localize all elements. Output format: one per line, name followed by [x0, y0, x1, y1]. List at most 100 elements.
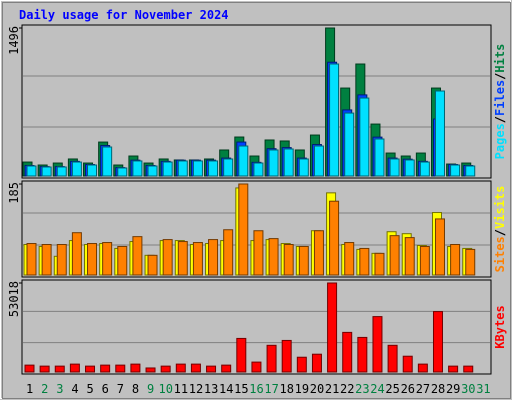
x-tick-label: 24: [370, 382, 384, 396]
bar: [450, 164, 461, 177]
x-tick-label: 13: [204, 382, 218, 396]
bar: [296, 356, 307, 373]
legend-entry: Visits: [493, 186, 507, 229]
bar: [160, 365, 171, 373]
bar: [238, 145, 249, 177]
bar: [432, 311, 443, 373]
x-tick-label: 27: [416, 382, 430, 396]
bar: [283, 244, 294, 276]
x-tick-label: 28: [431, 382, 445, 396]
bar: [100, 364, 111, 373]
bar: [268, 238, 279, 276]
bar: [281, 339, 292, 373]
bar: [238, 183, 249, 276]
bar: [465, 248, 476, 276]
bar: [117, 167, 128, 177]
bar: [190, 363, 201, 373]
y-tick-label: 53018: [7, 281, 21, 317]
x-tick-label: 30: [461, 382, 475, 396]
bar: [177, 241, 188, 276]
bar: [41, 244, 52, 276]
legend: Pages/Files/Hits: [493, 44, 507, 160]
bar: [448, 365, 459, 373]
x-tick-label: 9: [147, 382, 154, 396]
bar: [71, 232, 82, 276]
bar: [359, 247, 370, 276]
bar: [268, 149, 279, 177]
bar: [372, 316, 383, 373]
x-tick-label: 25: [385, 382, 399, 396]
bar: [41, 166, 52, 177]
bar: [26, 165, 37, 177]
x-tick-label: 15: [234, 382, 248, 396]
x-tick-label: 8: [132, 382, 139, 396]
bar: [404, 159, 415, 177]
bar: [221, 364, 232, 373]
x-tick-label: 4: [71, 382, 78, 396]
legend-separator: /: [493, 73, 507, 80]
bar: [102, 146, 113, 177]
bar: [465, 165, 476, 177]
x-tick-label: 10: [158, 382, 172, 396]
x-tick-label: 12: [189, 382, 203, 396]
x-tick-label: 6: [102, 382, 109, 396]
bar: [253, 162, 264, 177]
x-tick-label: 14: [219, 382, 233, 396]
x-tick-label: 29: [446, 382, 460, 396]
legend-entry: Hits: [493, 44, 507, 73]
legend-entry: Pages: [493, 123, 507, 159]
bar: [26, 243, 37, 276]
y-tick-label: 1496: [7, 26, 21, 55]
legend-separator: /: [493, 229, 507, 236]
x-tick-label: 16: [249, 382, 263, 396]
bar: [329, 200, 340, 276]
bar: [329, 63, 340, 177]
bar: [102, 242, 113, 276]
bar: [223, 229, 234, 276]
bar: [342, 331, 353, 373]
bar: [177, 160, 188, 177]
legend-entry: Sites: [493, 236, 507, 272]
bar: [236, 337, 247, 373]
bar: [147, 254, 158, 276]
bar: [298, 158, 309, 177]
bar: [419, 245, 430, 276]
bar: [87, 164, 98, 177]
bar: [208, 160, 219, 177]
bar: [87, 243, 98, 276]
bar: [311, 353, 322, 373]
bar: [223, 158, 234, 177]
bar: [389, 235, 400, 276]
bar: [253, 230, 264, 276]
x-tick-label: 17: [264, 382, 278, 396]
x-tick-label: 3: [56, 382, 63, 396]
bar: [117, 245, 128, 276]
x-tick-label: 31: [476, 382, 490, 396]
bar: [132, 160, 143, 177]
bar: [162, 239, 173, 276]
x-tick-label: 23: [355, 382, 369, 396]
bar: [145, 367, 156, 373]
bar: [389, 158, 400, 177]
bar: [208, 239, 219, 276]
bar: [463, 365, 474, 373]
bar: [130, 363, 141, 373]
bar: [115, 364, 126, 373]
bar: [402, 355, 413, 373]
bar: [359, 97, 370, 177]
legend-separator: /: [493, 116, 507, 123]
bar: [313, 230, 324, 276]
x-tick-label: 18: [280, 382, 294, 396]
bar: [266, 344, 277, 373]
bar: [419, 161, 430, 177]
bar: [56, 166, 67, 177]
panel: [21, 279, 492, 375]
bar: [450, 244, 461, 276]
x-tick-label: 21: [325, 382, 339, 396]
bar: [24, 364, 35, 373]
legend: Sites/Visits: [493, 186, 507, 273]
bar: [298, 245, 309, 276]
x-tick-label: 5: [86, 382, 93, 396]
